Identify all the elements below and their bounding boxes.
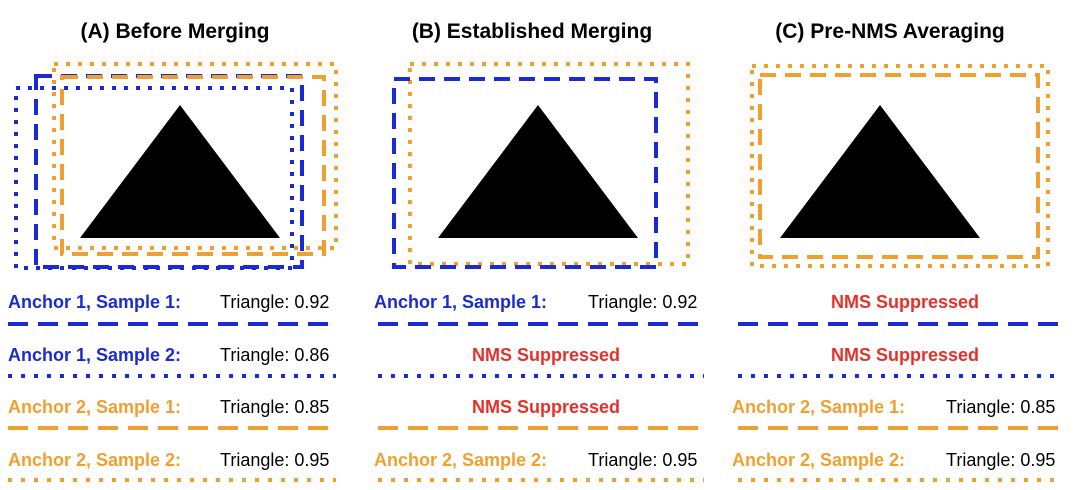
panel-b-title: (B) Established Merging xyxy=(412,20,652,43)
detection-label: Anchor 2, Sample 2: xyxy=(732,450,905,470)
detection-label: Anchor 2, Sample 2: xyxy=(8,450,181,470)
detection-label: Anchor 2, Sample 2: xyxy=(374,450,547,470)
detection-label: Anchor 2, Sample 1: xyxy=(732,397,905,417)
anchor1-sample1-box xyxy=(392,77,658,269)
averaged-dashed-box xyxy=(758,73,1040,259)
detection-label: Anchor 1, Sample 1: xyxy=(8,292,181,312)
averaged-dotted-box xyxy=(750,64,1050,268)
detection-score: Triangle: 0.92 xyxy=(220,292,329,312)
nms-suppressed-label: NMS Suppressed xyxy=(472,397,620,417)
detection-score: Triangle: 0.95 xyxy=(946,450,1055,470)
anchor2-sample2-box xyxy=(52,62,338,250)
detection-score: Triangle: 0.86 xyxy=(220,345,329,365)
detection-score: Triangle: 0.85 xyxy=(220,397,329,417)
detection-label: Anchor 1, Sample 1: xyxy=(374,292,547,312)
detection-score: Triangle: 0.95 xyxy=(220,450,329,470)
triangle-object xyxy=(80,105,280,238)
panel-c-title: (C) Pre-NMS Averaging xyxy=(775,20,1004,43)
detection-label: Anchor 2, Sample 1: xyxy=(8,397,181,417)
triangle-object xyxy=(780,105,980,238)
detection-score: Triangle: 0.85 xyxy=(946,397,1055,417)
detection-score: Triangle: 0.92 xyxy=(588,292,697,312)
panel-a-title: (A) Before Merging xyxy=(81,20,270,43)
panel-b-boxes xyxy=(392,62,690,269)
detection-rows: Anchor 1, Sample 1: Triangle: 0.92 Anchor … xyxy=(8,292,1062,482)
nms-suppressed-label: NMS Suppressed xyxy=(831,292,979,312)
detection-label: Anchor 1, Sample 2: xyxy=(8,345,181,365)
nms-suppressed-label: NMS Suppressed xyxy=(831,345,979,365)
panel-c-boxes xyxy=(750,64,1050,268)
anchor2-sample1-box xyxy=(60,75,326,256)
detection-score: Triangle: 0.95 xyxy=(588,450,697,470)
anchor2-sample2-box xyxy=(408,62,690,266)
nms-suppressed-label: NMS Suppressed xyxy=(472,345,620,365)
panel-a-boxes xyxy=(14,62,338,270)
triangle-object xyxy=(438,105,638,238)
